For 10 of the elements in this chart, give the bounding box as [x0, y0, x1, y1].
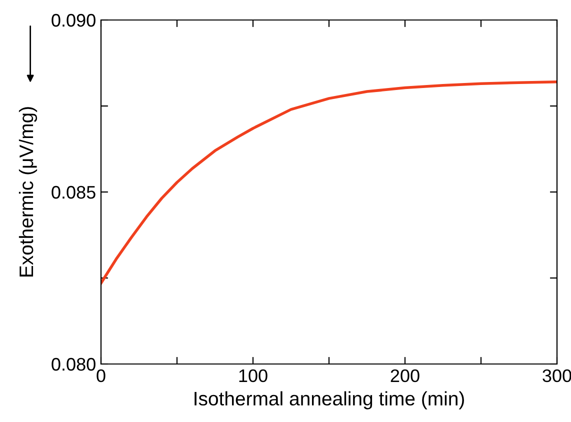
line-series — [101, 80, 557, 285]
y-tick-label: 0.085 — [52, 186, 96, 199]
y-tick-label: 0.080 — [52, 358, 96, 371]
x-tick-label: 300 — [542, 369, 571, 382]
x-tick-label: 100 — [239, 369, 268, 382]
x-axis-title: Isothermal annealing time (min) — [194, 391, 464, 410]
x-tick-label: 0 — [96, 369, 106, 382]
y-tick-label: 0.090 — [52, 14, 96, 27]
x-tick-label: 200 — [390, 369, 420, 382]
y-axis-title: Exothermic (μV/mg) — [18, 107, 38, 276]
